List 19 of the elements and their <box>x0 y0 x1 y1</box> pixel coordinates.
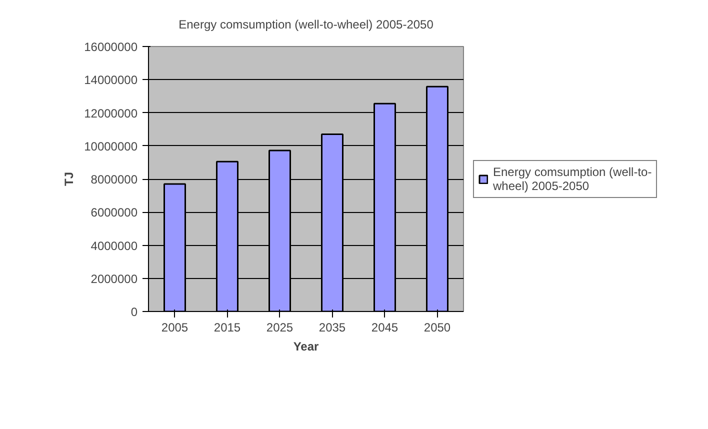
y-tick-label: 4000000 <box>90 238 138 253</box>
y-tick-label: 0 <box>130 305 138 319</box>
x-tick-label: 2005 <box>161 320 188 334</box>
y-tick-label: 8000000 <box>90 172 138 186</box>
y-axis-title: TJ <box>62 172 76 186</box>
x-tick-label: 2045 <box>371 320 398 334</box>
x-axis-title: Year <box>293 340 320 354</box>
y-tick-label: 12000000 <box>84 106 138 120</box>
y-tick-label: 2000000 <box>90 272 138 286</box>
x-tick-label: 2025 <box>266 320 294 334</box>
chart-title: Energy comsumption (well-to-wheel) 2005-2050 <box>178 18 434 32</box>
y-tick-label: 16000000 <box>84 40 138 54</box>
legend-label: Energy comsumption (well-to-wheel) 2005-2050 <box>493 164 652 192</box>
x-tick-label: 2015 <box>214 320 241 334</box>
x-tick-label: 2035 <box>318 320 346 334</box>
y-tick-label: 14000000 <box>84 73 138 88</box>
y-tick-label: 6000000 <box>90 206 138 220</box>
x-tick-label: 2050 <box>424 320 451 334</box>
y-tick-label: 10000000 <box>84 139 138 154</box>
